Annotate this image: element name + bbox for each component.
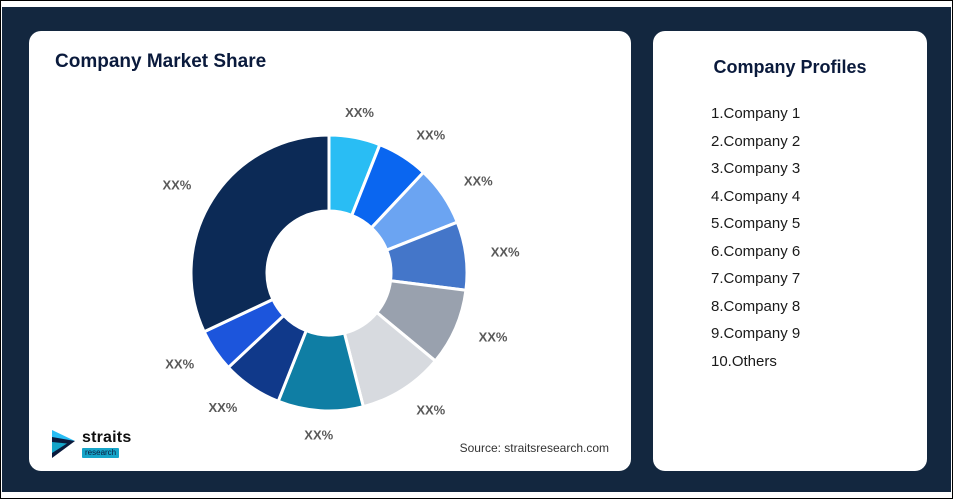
profile-item: 1.Company 1 <box>711 105 801 122</box>
company-profiles-card: Company Profiles 1.Company 1 2.Company 2… <box>653 31 927 471</box>
market-share-card: Company Market Share XX% XX% XX% XX% XX% XX% X… <box>29 31 631 471</box>
chart-title: Company Market Share <box>55 51 267 72</box>
profile-item: 2.Company 2 <box>711 132 801 150</box>
logo-name: straits <box>82 429 132 446</box>
profile-item: 9.Company 9 <box>711 325 801 342</box>
segment-label: XX% <box>304 428 333 443</box>
profile-item: 4.Company 4 <box>711 187 801 205</box>
donut-chart-container: XX% XX% XX% XX% XX% XX% XX% XX% XX% XX% <box>29 75 629 457</box>
donut-segment <box>189 133 331 334</box>
segment-label: XX% <box>416 403 445 418</box>
segment-label: XX% <box>416 127 445 142</box>
segment-label: XX% <box>208 400 237 415</box>
segment-label: XX% <box>345 105 374 120</box>
profile-item: 3.Company 3 <box>711 160 801 177</box>
source-attribution: Source: straitsresearch.com <box>459 441 609 455</box>
donut-chart: XX% XX% XX% XX% XX% XX% XX% XX% XX% XX% <box>162 105 520 443</box>
segment-label: XX% <box>491 245 520 260</box>
logo-text: straits research <box>82 430 131 458</box>
segment-label: XX% <box>479 330 508 345</box>
profile-item: 7.Company 7 <box>711 270 801 287</box>
profile-item: 6.Company 6 <box>711 242 801 260</box>
segment-label: XX% <box>464 173 493 188</box>
profiles-list: 1.Company 1 2.Company 2 3.Company 3 4.Co… <box>653 100 927 375</box>
profiles-title: Company Profiles <box>713 57 867 77</box>
straits-research-logo: straits research <box>51 429 131 459</box>
segment-label: XX% <box>165 357 194 372</box>
straits-logo-icon <box>52 430 75 458</box>
profile-item: 8.Company 8 <box>711 297 801 315</box>
logo-subtitle: research <box>82 448 120 458</box>
segment-label: XX% <box>162 178 191 193</box>
profile-item: 10.Others <box>711 352 777 370</box>
profile-item: 5.Company 5 <box>711 215 801 232</box>
